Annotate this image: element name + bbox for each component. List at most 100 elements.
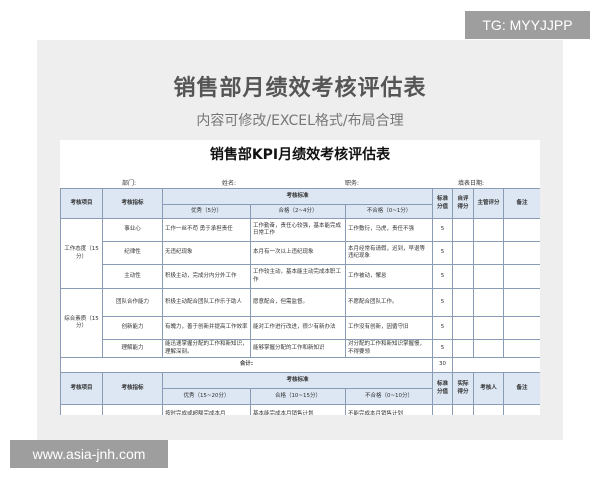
table-row: 创新能力 有魄力，善于创新并提高工作效率 能对工作进行改进，很少有新办法 工作没有创新… — [61, 316, 540, 340]
header-excellent: 优秀（5分） — [162, 204, 251, 219]
document-preview: 销售部KPI月绩效考核评估表 部门: 姓名: 职务: 填表日期: 考核项目 考核指… — [60, 140, 540, 415]
header2-std-score: 标准分值 — [432, 372, 454, 405]
self-score[interactable] — [452, 218, 475, 242]
cell — [452, 404, 475, 415]
total-value: 30 — [432, 357, 454, 373]
site-url-label: www.asia-jnh.com — [10, 440, 168, 468]
self-score[interactable] — [452, 241, 475, 265]
std-score: 5 — [432, 241, 454, 265]
mgr-score[interactable] — [473, 288, 505, 317]
total-label: 合计: — [60, 357, 434, 373]
document-title: 销售部KPI月绩效考核评估表 — [209, 147, 391, 163]
header2-note: 备注 — [503, 372, 540, 405]
header2-indicator: 考核指标 — [102, 372, 163, 405]
header2-item: 考核项目 — [60, 372, 103, 405]
mgr-score[interactable] — [473, 264, 505, 289]
pass-criteria: 能对工作进行改进，很少有新办法 — [250, 316, 346, 340]
pass-criteria: 能够掌握分配的工作和新知识 — [250, 339, 346, 358]
cell — [60, 404, 103, 415]
mgr-score[interactable] — [473, 316, 505, 340]
indicator: 创新能力 — [102, 316, 163, 340]
cell — [432, 404, 454, 415]
header2-actual: 实际得分 — [452, 372, 475, 405]
pass-criteria: 工作较主动，基本能主动完成本职工作 — [250, 264, 346, 289]
fail-criteria: 工作被动，懈怠 — [344, 264, 434, 289]
note[interactable] — [503, 218, 540, 242]
excellent-criteria: 无违纪现象 — [162, 241, 251, 265]
watermark-label: TG: MYYJJPP — [465, 11, 590, 39]
excellent-criteria: 工作一丝不苟 勇于承担责任 — [162, 218, 251, 242]
meta-name: 姓名: — [222, 180, 237, 187]
excellent-criteria: 积极主动配合团队工作乐于助人 — [162, 288, 251, 317]
std-score: 5 — [432, 288, 454, 317]
self-score[interactable] — [452, 339, 475, 358]
header2-excellent: 优秀（15~20分） — [162, 388, 251, 405]
pass-criteria: 本月有一次以上违纪现象 — [250, 241, 346, 265]
indicator: 团队合作能力 — [102, 288, 163, 317]
cell — [503, 404, 540, 415]
indicator: 纪律性 — [102, 241, 163, 265]
pass-criteria: 工作勤奋，责任心较强，基本能完成日常工作 — [250, 218, 346, 242]
table-row: 工作态度（15分） 事业心 工作一丝不苟 勇于承担责任 工作勤奋，责任心较强，基本能完… — [60, 218, 540, 289]
panel-title: 销售部月绩效考核评估表 — [173, 76, 427, 101]
std-score: 5 — [432, 264, 454, 289]
partial-fail: 不能完成本月销售计划 — [344, 404, 434, 415]
mgr-score[interactable] — [473, 339, 505, 358]
fail-criteria: 工作没有创新，因循守旧 — [344, 316, 434, 340]
partial-pass: 基本能完成本月销售计划 — [250, 404, 346, 415]
note[interactable] — [503, 316, 540, 340]
partial-excellent: 按时完成或超额完成本月 — [162, 404, 251, 415]
mgr-score[interactable] — [473, 218, 505, 242]
header-note: 备注 — [503, 188, 540, 219]
header-indicator: 考核指标 — [102, 188, 163, 219]
preview-panel: 销售部月绩效考核评估表 内容可修改/EXCEL格式/布局合理 销售部KPI月绩效… — [37, 40, 563, 440]
header-standard: 考核标准 — [161, 188, 434, 205]
pass-criteria: 愿意配合，但需监督。 — [250, 288, 346, 317]
header-self: 自评得分 — [452, 188, 475, 219]
std-score: 5 — [432, 339, 454, 358]
excellent-criteria: 有魄力，善于创新并提高工作效率 — [162, 316, 251, 340]
cell — [102, 404, 163, 415]
meta-date: 填表日期: — [458, 180, 485, 187]
fail-criteria: 本月经常有请假，迟到，早退等违纪现象 — [344, 241, 434, 265]
note[interactable] — [503, 288, 540, 317]
header2-pass: 合格（10~15分） — [250, 388, 346, 405]
table-row: 综合素质（15分） 团队合作能力 积极主动配合团队工作乐于助人 愿意配合，但需监督。不… — [60, 288, 540, 358]
indicator: 事业心 — [102, 218, 163, 242]
self-score[interactable] — [452, 288, 475, 317]
note[interactable] — [503, 241, 540, 265]
table-row: 主动性 积极主动，完成分内分外工作 工作较主动，基本能主动完成本职工作 工作被动，懈怠… — [61, 264, 540, 289]
indicator: 主动性 — [102, 264, 163, 289]
note[interactable] — [503, 264, 540, 289]
self-score[interactable] — [452, 264, 475, 289]
header2-standard: 考核标准 — [161, 372, 434, 389]
note[interactable] — [503, 339, 540, 358]
fail-criteria: 对分配的工作和新知识掌握慢，不得要领 — [344, 339, 434, 358]
header-std-score: 标准分值 — [432, 188, 454, 219]
group-name: 综合素质（15分） — [60, 288, 103, 358]
table-row: 理解能力 能迅速掌握分配的工作和新知识，理解深刻。 能够掌握分配的工作和新知识 对分配… — [61, 339, 540, 358]
cell — [473, 404, 505, 415]
excellent-criteria: 能迅速掌握分配的工作和新知识，理解深刻。 — [162, 339, 251, 358]
self-score[interactable] — [452, 316, 475, 340]
meta-department: 部门: — [122, 180, 137, 187]
std-score: 5 — [432, 316, 454, 340]
group-name: 工作态度（15分） — [60, 218, 103, 289]
header-item: 考核项目 — [60, 188, 103, 219]
panel-subtitle: 内容可修改/EXCEL格式/布局合理 — [196, 113, 404, 129]
header2-fail: 不合格（0~10分） — [344, 388, 434, 405]
total-empty — [452, 357, 540, 373]
header-mgr: 主管评分 — [473, 188, 505, 219]
meta-position: 职务: — [345, 180, 360, 187]
fail-criteria: 不愿配合团队工作。 — [344, 288, 434, 317]
kpi-table: 考核项目 考核指标 考核标准 标准分值 自评得分 主管评分 备注 优秀（5分） 合格（2~4分… — [60, 188, 540, 415]
header-pass: 合格（2~4分） — [250, 204, 346, 219]
header2-assessor: 考核人 — [473, 372, 505, 405]
header-fail: 不合格（0~1分） — [344, 204, 434, 219]
std-score: 5 — [432, 218, 454, 242]
excellent-criteria: 积极主动，完成分内分外工作 — [162, 264, 251, 289]
indicator: 理解能力 — [102, 339, 163, 358]
fail-criteria: 工作敷衍，马虎，责任不强 — [344, 218, 434, 242]
mgr-score[interactable] — [473, 241, 505, 265]
table-row: 纪律性 无违纪现象 本月有一次以上违纪现象 本月经常有请假，迟到，早退等违纪现象 5 — [61, 241, 540, 265]
